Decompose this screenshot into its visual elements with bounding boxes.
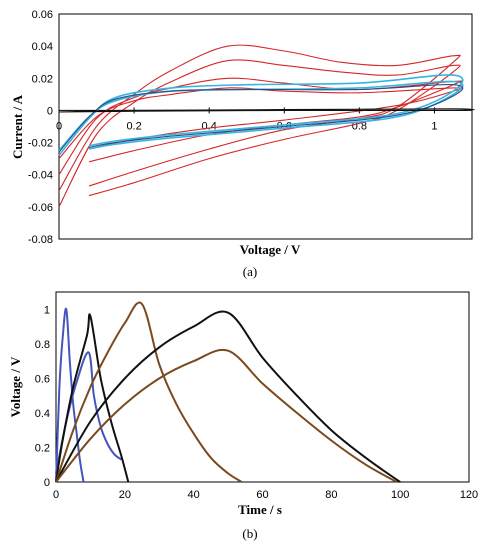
chart-a-y-tick-label: 0.04 (32, 41, 53, 53)
chart-a-series-group (58, 44, 475, 208)
chart-b-x-tick-label: 60 (256, 489, 268, 501)
chart-a-cv-curve-4 (58, 87, 464, 159)
chart-a-y-ticks: 0.06 0.04 0.02 0 -0.02 -0.04 -0.06 -0.08 (28, 9, 53, 246)
chart-a-y-tick-label: -0.08 (28, 234, 53, 246)
chart-b-gcd-curve-3 (55, 313, 130, 483)
chart-a-cv-curve-1 (58, 44, 461, 192)
chart-b-x-tick-label: 0 (53, 489, 59, 501)
chart-b-y-tick-label: 1 (44, 304, 50, 316)
chart-b-y-tick-label: 0 (44, 477, 50, 489)
chart-b-y-tick-label: 0.8 (35, 339, 50, 351)
chart-a-caption: (a) (243, 264, 257, 279)
chart-b: 10.80.60.40.20 0 20 40 60 80 100 120 Time / s … (8, 291, 478, 541)
chart-b-x-tick-label: 100 (391, 489, 409, 501)
chart-a-y-tick-label: -0.02 (28, 138, 53, 150)
chart-a-y-tick-label: 0.06 (32, 9, 53, 21)
chart-b-y-tick-label: 0.2 (35, 442, 50, 454)
chart-b-y-tick-label: 0.6 (35, 373, 50, 385)
chart-b-y-tick-label: 0.4 (35, 408, 50, 420)
chart-a-cv-curve-7 (58, 83, 464, 153)
chart-a-y-tick-label: -0.06 (28, 202, 53, 214)
chart-b-ylabel: Voltage / V (8, 356, 23, 417)
chart-a-ylabel: Current / A (10, 94, 25, 159)
chart-a-cv-curve-6 (58, 80, 464, 152)
chart-a-y-tick-label: 0 (47, 105, 53, 117)
chart-b-caption: (b) (242, 526, 257, 541)
chart-b-x-tick-label: 120 (460, 489, 478, 501)
chart-b-gcd-curve-4 (55, 301, 243, 483)
chart-b-y-ticks: 1 0.8 0.6 0.4 0.2 0 (35, 304, 50, 489)
chart-a-x-tick-label: 0.4 (202, 120, 217, 132)
chart-a-x-tick-label: 0.2 (126, 120, 141, 132)
chart-b-x-tick-label: 40 (188, 489, 200, 501)
chart-a-y-tick-label: -0.04 (28, 170, 53, 182)
chart-a: 0.060.040.020-0.02-0.04-0.06-0.08 0 0.2 0.… (10, 9, 475, 279)
chart-b-gcd-curve-5 (55, 310, 401, 483)
chart-b-x-tick-label: 80 (325, 489, 337, 501)
chart-a-x-tick-label: 0.8 (352, 120, 367, 132)
chart-b-xlabel: Time / s (238, 502, 282, 517)
chart-a-y-tick-label: 0.02 (32, 73, 53, 85)
chart-a-cv-curve-5 (58, 74, 464, 156)
chart-b-series-group (55, 301, 401, 483)
chart-a-x-tick-label: 1 (431, 120, 437, 132)
chart-a-cv-curve-8 (58, 108, 475, 113)
chart-a-x-tick-label: 0 (56, 120, 62, 132)
chart-b-x-tick-label: 20 (119, 489, 131, 501)
chart-b-x-ticks: 0 20 40 60 80 100 120 (53, 489, 478, 501)
chart-b-gcd-curve-6 (55, 348, 398, 483)
chart-a-xlabel: Voltage / V (240, 242, 301, 257)
